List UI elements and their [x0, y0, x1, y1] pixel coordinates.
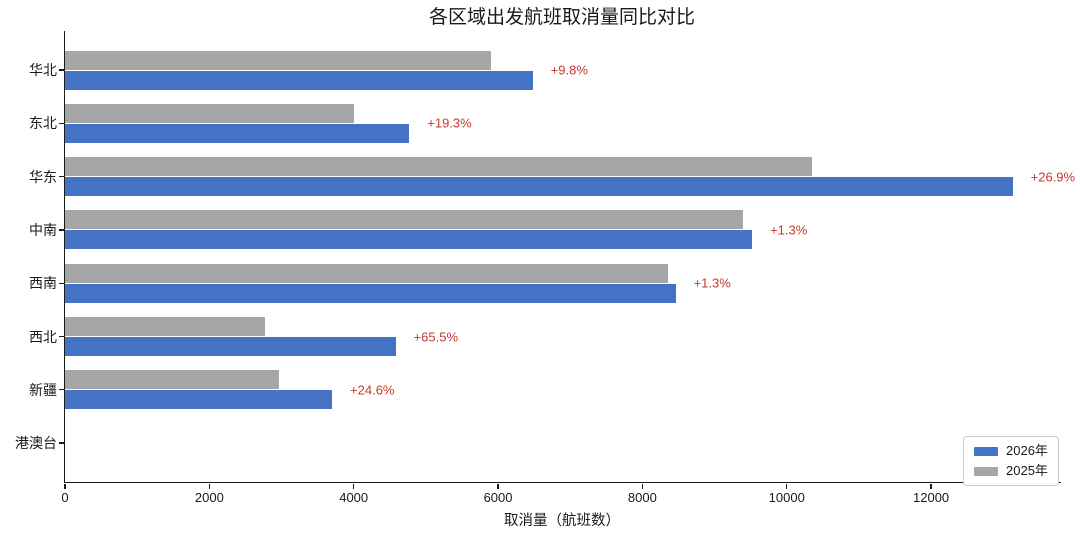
- x-tick-mark: [930, 483, 932, 489]
- legend-swatch-2026: [974, 446, 998, 456]
- y-tick-mark: [58, 69, 64, 71]
- bar-2025: [65, 370, 280, 390]
- y-tick-mark: [58, 389, 64, 391]
- growth-annotation: +65.5%: [413, 329, 458, 344]
- legend: 2026年 2025年: [963, 436, 1059, 486]
- x-axis-label: 取消量（航班数）: [504, 513, 620, 529]
- x-tick-mark: [641, 483, 644, 489]
- y-axis-label: 中南: [29, 221, 57, 238]
- growth-annotation: +24.6%: [350, 382, 395, 398]
- growth-annotation: +1.3%: [693, 275, 731, 291]
- y-axis-label: 东北: [29, 115, 57, 132]
- y-tick-mark: [58, 229, 64, 231]
- growth-annotation: +1.3%: [770, 222, 808, 238]
- bar-2025: [65, 50, 491, 70]
- x-tick-label: 12000: [913, 490, 950, 505]
- growth-annotation: +26.9%: [1030, 169, 1076, 185]
- x-tick-label: 2000: [194, 490, 224, 505]
- y-axis-label: 港澳台: [15, 435, 57, 452]
- growth-annotation: +9.8%: [550, 62, 588, 78]
- bar-2025: [65, 317, 265, 336]
- bar-2025: [65, 210, 744, 230]
- y-tick-mark: [58, 335, 64, 338]
- legend-entry: 2025年: [974, 464, 1048, 478]
- legend-label: 2026年: [1006, 443, 1048, 458]
- x-tick-label: 0: [61, 490, 69, 505]
- x-tick-mark: [497, 483, 499, 489]
- bar-2025: [65, 263, 668, 283]
- bar-2026: [65, 390, 333, 410]
- bar-2026: [65, 70, 533, 90]
- y-axis-label: 西北: [29, 328, 57, 345]
- legend-swatch-2025: [974, 466, 998, 476]
- plot-area: 华北 +9.8% 东北 +19.3% 华东 +26.9% 中南 +1.3% 西南 +1.3% 西北 +…: [15, 31, 1075, 505]
- y-axis-label: 华北: [29, 62, 57, 78]
- x-tick-label: 8000: [627, 490, 657, 505]
- x-tick-label: 4000: [339, 490, 369, 505]
- legend-entry: 2026年: [974, 444, 1048, 458]
- bar-2025: [65, 103, 354, 123]
- bar-2026: [65, 230, 753, 250]
- x-tick-mark: [352, 483, 355, 489]
- bar-2026: [65, 123, 410, 143]
- x-tick-mark: [786, 483, 788, 489]
- y-tick-mark: [58, 122, 64, 124]
- x-tick-label: 10000: [768, 490, 805, 505]
- y-axis-label: 华东: [29, 168, 57, 185]
- y-axis-label: 西南: [29, 275, 57, 292]
- x-tick-mark: [64, 483, 66, 489]
- bar-2025: [65, 157, 812, 177]
- x-tick-mark: [208, 483, 211, 489]
- y-axis-label: 新疆: [29, 381, 57, 398]
- y-tick-mark: [58, 175, 64, 178]
- bar-2026: [65, 337, 396, 356]
- y-tick-mark: [58, 442, 64, 444]
- bar-2026: [65, 283, 676, 303]
- chart-title: 各区域出发航班取消量同比对比: [428, 7, 695, 28]
- growth-annotation: +19.3%: [427, 115, 472, 131]
- legend-label: 2025年: [1006, 463, 1048, 478]
- x-tick-label: 6000: [483, 490, 513, 505]
- y-tick-mark: [58, 282, 64, 284]
- bar-2026: [65, 177, 1013, 197]
